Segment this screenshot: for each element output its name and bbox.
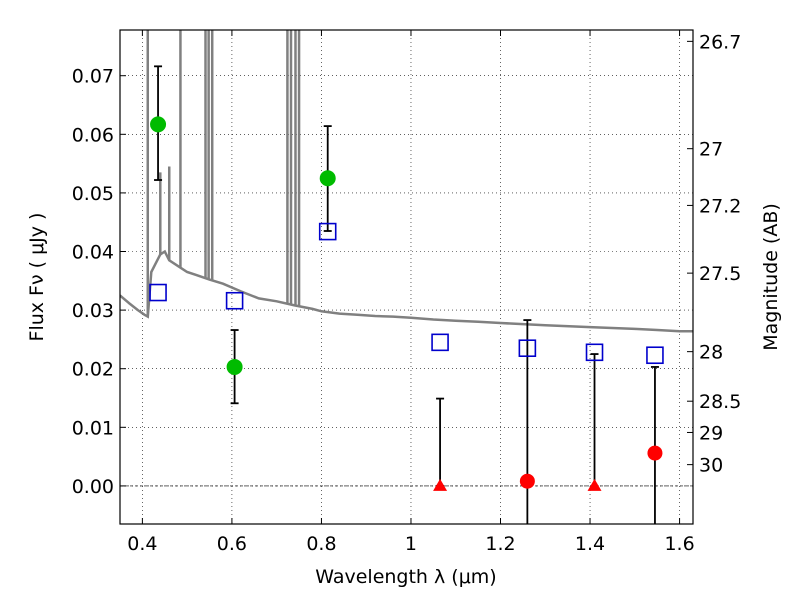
magnitude-tick-label: 28 (699, 342, 723, 364)
detection-point (319, 170, 336, 187)
x-tick-label: 1.2 (485, 533, 515, 555)
magnitude-tick-label: 26.7 (699, 31, 741, 53)
y-tick-label: 0.02 (72, 359, 114, 381)
plot-area (120, 30, 693, 524)
magnitude-tick-label: 30 (699, 455, 723, 477)
magnitude-tick-label: 28.5 (699, 391, 741, 413)
magnitude-tick-label: 27.5 (699, 263, 741, 285)
model-photometry-point (149, 283, 167, 302)
model-photometry-point (318, 222, 337, 241)
x-tick-label: 0.6 (217, 533, 247, 555)
model-photometry-point (225, 291, 244, 310)
y-tick-label: 0.04 (72, 242, 114, 264)
y-axis-ticks: 0.00 0.01 0.02 0.03 0.04 0.05 0.06 0.07 (72, 66, 126, 498)
upper-limit-markers (433, 445, 663, 491)
upper-limit-point (647, 445, 663, 461)
detection-point (150, 116, 167, 133)
x-axis-ticks: 0.4 0.6 0.8 1 1.2 1.4 1.6 (127, 30, 695, 555)
model-photometry-point (646, 346, 664, 365)
x-tick-label: 1 (405, 533, 417, 555)
emission-lines (146, 30, 301, 317)
upper-limit-point (587, 478, 602, 491)
plot-background (120, 30, 693, 524)
model-photometry-markers (149, 222, 664, 365)
y-tick-label: 0.00 (72, 476, 114, 498)
magnitude-axis-label: Magnitude (AB) (760, 203, 782, 351)
upper-limit-point (519, 473, 535, 489)
model-photometry-point (431, 333, 449, 352)
y-axis-label: Flux Fν ( μJy ) (26, 213, 48, 342)
model-photometry-point (585, 343, 604, 362)
model-spectrum-line (120, 249, 693, 333)
model-photometry-point (518, 339, 537, 357)
magnitude-tick-label: 27.2 (699, 195, 741, 217)
y-tick-label: 0.07 (72, 66, 114, 88)
detection-point (226, 358, 243, 375)
magnitude-tick-label: 27 (699, 139, 723, 161)
x-tick-label: 1.4 (575, 533, 605, 555)
x-tick-label: 0.4 (127, 533, 157, 555)
plot-frame (119, 29, 694, 525)
upper-limit-point (433, 478, 448, 491)
detection-markers (150, 116, 336, 375)
x-tick-label: 0.8 (306, 533, 336, 555)
y-tick-label: 0.05 (72, 183, 114, 205)
magnitude-tick-label: 29 (699, 422, 723, 444)
y-tick-label: 0.01 (72, 417, 114, 439)
magnitude-axis-ticks: 26.7 27 27.2 27.5 28 28.5 29 30 (687, 31, 741, 477)
y-tick-label: 0.06 (72, 124, 114, 146)
x-tick-label: 1.6 (664, 533, 694, 555)
x-axis-label: Wavelength λ (μm) (315, 566, 496, 588)
y-tick-label: 0.03 (72, 300, 114, 322)
